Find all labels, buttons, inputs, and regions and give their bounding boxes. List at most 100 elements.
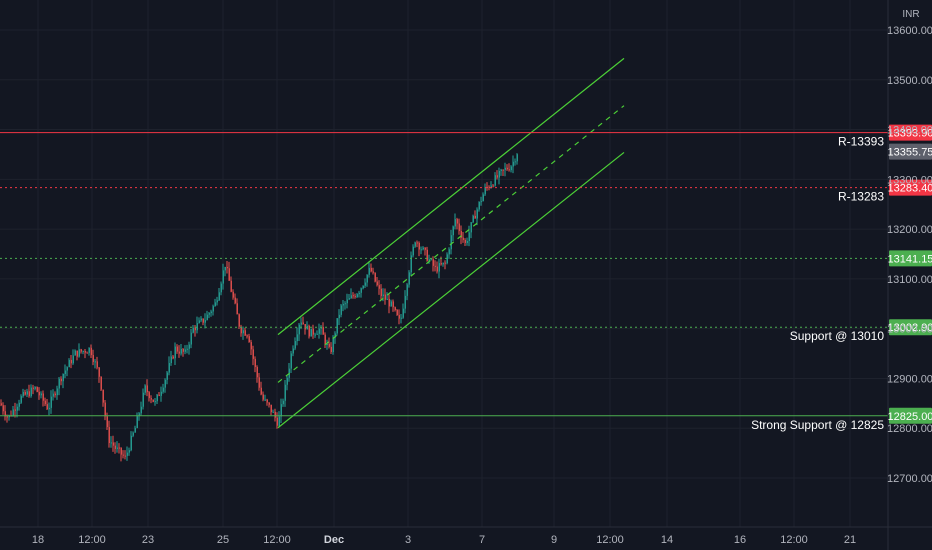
y-tick-label: 12900.00 xyxy=(887,373,932,385)
price-tag xyxy=(889,143,932,160)
time-axis[interactable]: 18 12:00 23 25 12:00 Dec 3 7 9 12:00 14 16 12:00 21 xyxy=(0,526,932,546)
candle-body xyxy=(290,353,292,369)
candle-body xyxy=(102,389,104,403)
candle-body xyxy=(82,351,84,353)
candle-body xyxy=(404,295,406,309)
grid-lines xyxy=(0,0,888,527)
candle-body xyxy=(208,313,210,315)
x-tick-label: 12:00 xyxy=(596,534,624,546)
candle-body xyxy=(500,169,502,171)
price-tag xyxy=(889,407,932,424)
candle-body xyxy=(292,348,294,354)
candle-body xyxy=(268,402,270,405)
candle-body xyxy=(284,384,286,401)
x-tick-label: 18 xyxy=(32,534,44,546)
candle-body xyxy=(488,186,490,188)
candle-body xyxy=(80,349,82,352)
candle-body xyxy=(430,259,432,261)
candle-body xyxy=(370,267,372,272)
candle-body xyxy=(326,343,328,345)
candle-body xyxy=(282,400,284,405)
candle-body xyxy=(328,343,330,347)
candle-body xyxy=(484,186,486,195)
candle-body xyxy=(42,393,44,401)
channel-lower-line[interactable] xyxy=(277,151,625,429)
candle-body xyxy=(452,226,454,236)
candle-body xyxy=(34,387,36,389)
candle-body xyxy=(476,209,478,219)
candle-body xyxy=(26,391,28,395)
x-tick-label: 12:00 xyxy=(263,534,291,546)
candle-body xyxy=(142,392,144,407)
channel-mid-line[interactable] xyxy=(277,105,625,383)
candle-body xyxy=(342,303,344,306)
candle-body xyxy=(294,341,296,349)
candle-body xyxy=(348,298,350,300)
candle-body xyxy=(514,161,516,163)
candle-body xyxy=(428,259,430,261)
candle-body xyxy=(510,166,512,171)
candle-body xyxy=(420,249,422,251)
candle-body xyxy=(58,378,60,389)
candle-body xyxy=(434,265,436,267)
candle-body xyxy=(270,404,272,413)
candle-body xyxy=(356,294,358,297)
candle-body xyxy=(256,366,258,378)
price-axis[interactable]: 12700.00 12800.00 12900.00 13000.00 13100.00… xyxy=(887,0,932,550)
candle-body xyxy=(96,361,98,368)
candle-body xyxy=(360,288,362,293)
candle-body xyxy=(152,399,154,402)
candle-body xyxy=(440,263,442,265)
candle-body xyxy=(308,325,310,337)
candle-body xyxy=(272,411,274,413)
candle-body xyxy=(478,201,480,210)
candle-body xyxy=(18,402,20,407)
candle-body xyxy=(372,271,374,273)
candle-body xyxy=(188,344,190,349)
candle-body xyxy=(442,262,444,265)
candle-body xyxy=(400,317,402,319)
candle-body xyxy=(186,348,188,350)
candle-body xyxy=(388,298,390,307)
price-tag-label: 13141.15 xyxy=(888,253,932,265)
candle-body xyxy=(56,388,58,396)
candle-body xyxy=(324,334,326,345)
candle-body xyxy=(126,452,128,456)
candle-body xyxy=(162,387,164,392)
x-tick-label: 3 xyxy=(405,534,411,546)
candle-body xyxy=(86,352,88,354)
candle-body xyxy=(64,370,66,374)
candle-body xyxy=(338,314,340,319)
candle-body xyxy=(20,396,22,403)
price-tag-label: 13283.40 xyxy=(888,183,932,195)
candle-body xyxy=(228,268,230,281)
candle-body xyxy=(72,355,74,364)
candle-body xyxy=(178,351,180,354)
candle-body xyxy=(200,318,202,321)
candle-body xyxy=(412,246,414,256)
candle-body xyxy=(274,411,276,418)
candle-body xyxy=(504,167,506,170)
currency-label: INR xyxy=(902,9,919,20)
candle-body xyxy=(232,291,234,298)
y-tick-label: 13400.00 xyxy=(887,125,932,137)
candle-body xyxy=(144,385,146,393)
candle-body xyxy=(472,215,474,223)
channel-upper-line[interactable] xyxy=(277,57,625,336)
candle-body xyxy=(414,242,416,247)
candle-body xyxy=(424,247,426,250)
candle-body xyxy=(482,194,484,202)
candle-body xyxy=(138,413,140,417)
candle-body xyxy=(164,379,166,388)
candle-body xyxy=(310,328,312,337)
candle-body xyxy=(170,356,172,364)
horizontal-levels[interactable]: 13393.90R-1339313355.7513283.40R-1328313… xyxy=(0,124,932,432)
candle-body xyxy=(22,392,24,397)
candle-body xyxy=(198,320,200,324)
trend-channel[interactable] xyxy=(277,57,625,429)
y-tick-label: 13300.00 xyxy=(887,174,932,186)
candle-body xyxy=(364,282,366,286)
candle-body xyxy=(276,417,278,426)
candle-body xyxy=(202,318,204,323)
